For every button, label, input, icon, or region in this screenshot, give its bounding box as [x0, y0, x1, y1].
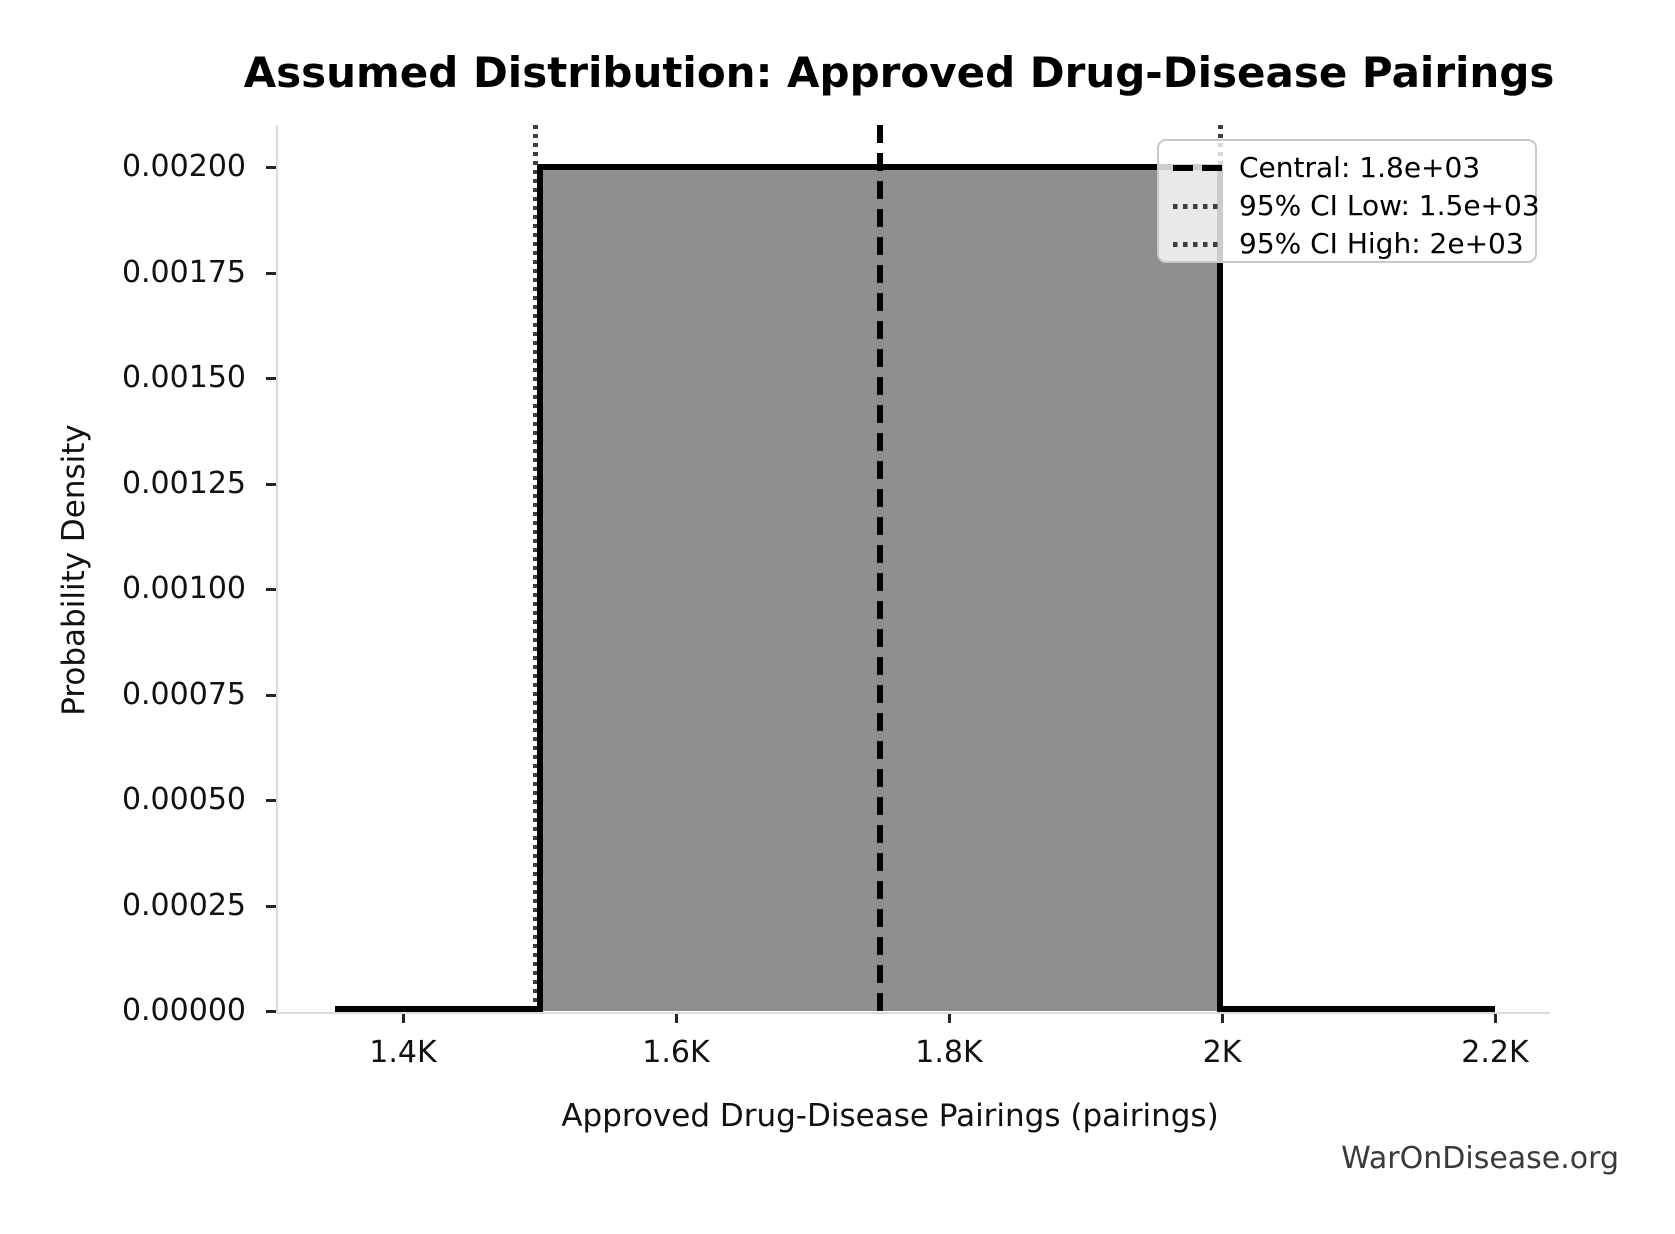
y-tick: [266, 272, 276, 275]
y-tick-label: 0.00125: [121, 466, 246, 501]
dotted-line-icon: [1173, 203, 1223, 209]
x-tick-label: 1.8K: [915, 1035, 983, 1070]
legend-label: 95% CI Low: 1.5e+03: [1239, 189, 1540, 222]
y-tick-label: 0.00200: [121, 149, 246, 184]
pdf-baseline-right: [1217, 1006, 1495, 1012]
x-tick-label: 2K: [1202, 1035, 1242, 1070]
x-tick: [1494, 1014, 1497, 1023]
ci-low-line: [533, 125, 538, 1011]
dashed-line-icon: [1173, 165, 1223, 171]
y-tick: [266, 483, 276, 486]
y-axis-spine: [276, 125, 278, 1014]
y-tick: [266, 166, 276, 169]
y-tick-label: 0.00075: [121, 677, 246, 712]
watermark: WarOnDisease.org: [1341, 1141, 1619, 1176]
x-axis-spine: [276, 1012, 1550, 1014]
y-tick: [266, 588, 276, 591]
central-line: [877, 125, 883, 1011]
legend-label: Central: 1.8e+03: [1239, 151, 1481, 184]
y-tick: [266, 694, 276, 697]
y-tick-label: 0.00050: [121, 782, 246, 817]
dotted-line-icon: [1173, 241, 1223, 247]
y-axis-label: Probability Density: [56, 424, 92, 716]
x-tick: [402, 1014, 405, 1023]
pdf-baseline-left: [335, 1006, 543, 1012]
legend: Central: 1.8e+03 95% CI Low: 1.5e+03 95%…: [1157, 139, 1540, 263]
y-tick: [266, 905, 276, 908]
legend-item-ci-low: 95% CI Low: 1.5e+03: [1173, 187, 1540, 225]
y-tick-label: 0.00150: [121, 360, 246, 395]
y-tick: [266, 799, 276, 802]
y-tick-label: 0.00000: [121, 993, 246, 1028]
x-tick: [948, 1014, 951, 1023]
y-tick: [266, 377, 276, 380]
x-tick-label: 1.4K: [369, 1035, 437, 1070]
y-tick-label: 0.00025: [121, 888, 246, 923]
legend-label: 95% CI High: 2e+03: [1239, 227, 1524, 260]
y-tick-label: 0.00175: [121, 255, 246, 290]
y-tick-label: 0.00100: [121, 571, 246, 606]
x-tick-label: 2.2K: [1461, 1035, 1529, 1070]
x-tick-label: 1.6K: [642, 1035, 710, 1070]
chart-title: Assumed Distribution: Approved Drug-Dise…: [243, 48, 1555, 97]
x-axis-label: Approved Drug-Disease Pairings (pairings…: [561, 1098, 1219, 1134]
x-tick: [675, 1014, 678, 1023]
x-tick: [1221, 1014, 1224, 1023]
legend-item-central: Central: 1.8e+03: [1173, 149, 1521, 187]
y-tick: [266, 1010, 276, 1013]
legend-item-ci-high: 95% CI High: 2e+03: [1173, 225, 1524, 263]
